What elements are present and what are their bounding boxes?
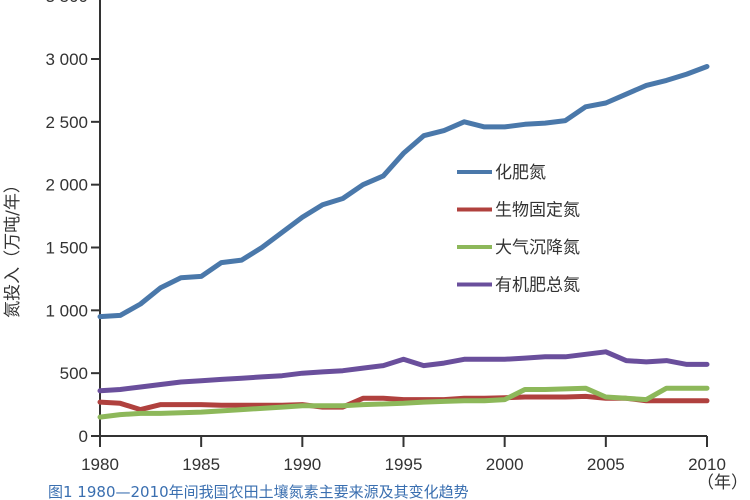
y-tick-label: 1 000	[45, 301, 88, 320]
y-tick-label: 2 500	[45, 113, 88, 132]
y-tick-label: 500	[60, 364, 88, 383]
y-tick-label: 2 000	[45, 176, 88, 195]
y-tick-label: 3 000	[45, 50, 88, 69]
legend-label: 生物固定氮	[495, 201, 580, 221]
legend-label: 化肥氮	[495, 163, 546, 183]
chart-caption: 图1 1980—2010年间我国农田土壤氮素主要来源及其变化趋势	[48, 483, 469, 500]
x-tick-label: 1985	[182, 455, 220, 474]
x-tick-label: 2005	[587, 455, 625, 474]
x-tick-label: 1980	[81, 455, 119, 474]
series-line	[97, 64, 710, 320]
y-axis-label: 氮投入（万吨/年）	[3, 176, 23, 318]
y-tick-label: 3 500	[45, 0, 88, 6]
x-tick-label: 2010	[688, 455, 726, 474]
x-tick-label: 2000	[486, 455, 524, 474]
x-tick-label: 1990	[283, 455, 321, 474]
x-axis-label: （年）	[697, 473, 748, 493]
series-line	[97, 349, 710, 394]
series-line	[97, 385, 710, 420]
legend-label: 有机肥总氮	[495, 276, 580, 296]
y-tick-label: 0	[79, 427, 88, 446]
x-tick-label: 1995	[385, 455, 423, 474]
y-tick-label: 1 500	[45, 239, 88, 258]
legend-label: 大气沉降氮	[495, 238, 580, 258]
